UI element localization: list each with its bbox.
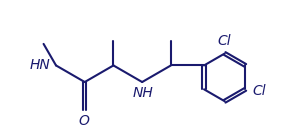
Text: Cl: Cl bbox=[252, 84, 266, 98]
Text: O: O bbox=[78, 114, 89, 128]
Text: Cl: Cl bbox=[218, 34, 232, 48]
Text: HN: HN bbox=[29, 58, 50, 72]
Text: NH: NH bbox=[133, 86, 154, 100]
